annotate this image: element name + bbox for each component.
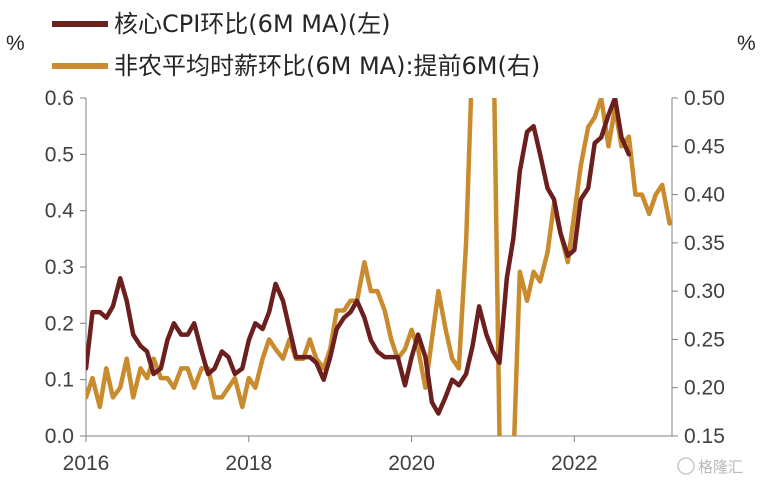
left-tick-label: 0.2 <box>45 312 74 335</box>
right-axis-ticks: 0.15 0.20 0.25 0.30 0.35 0.40 0.45 0.50 <box>672 87 725 448</box>
right-tick-label: 0.45 <box>684 135 725 158</box>
legend-label-core-cpi: 核心CPI环比(6M MA)(左) <box>114 10 391 38</box>
x-tick-label: 2016 <box>63 452 110 475</box>
left-tick-label: 0.1 <box>45 369 74 392</box>
x-axis-ticks: 2016 2018 2020 2022 <box>63 436 598 475</box>
series-line-wages <box>86 98 672 436</box>
right-axis-unit: % <box>737 32 756 55</box>
right-tick-label: 0.20 <box>684 377 725 400</box>
left-tick-label: 0.5 <box>45 143 74 166</box>
left-tick-label: 0.6 <box>45 87 74 110</box>
left-axis-unit: % <box>6 32 25 55</box>
right-tick-label: 0.25 <box>684 328 725 351</box>
right-tick-label: 0.30 <box>684 280 725 303</box>
legend-label-wages: 非农平均时薪环比(6M MA):提前6M(右) <box>114 52 540 80</box>
x-tick-label: 2018 <box>225 452 272 475</box>
left-tick-label: 0.4 <box>45 200 75 223</box>
right-tick-label: 0.50 <box>684 87 725 110</box>
left-tick-label: 0.3 <box>45 256 74 279</box>
left-axis-ticks: 0.0 0.1 0.2 0.3 0.4 0.5 0.6 <box>45 87 86 448</box>
series-line-core-cpi <box>86 98 632 416</box>
right-tick-label: 0.40 <box>684 184 725 207</box>
watermark-text: 格隆汇 <box>698 458 743 476</box>
x-tick-label: 2022 <box>551 452 598 475</box>
left-tick-label: 0.0 <box>45 425 74 448</box>
right-tick-label: 0.15 <box>684 425 725 448</box>
watermark-logo-icon <box>677 457 695 475</box>
watermark: 格隆汇 <box>677 457 743 476</box>
right-tick-label: 0.35 <box>684 232 725 255</box>
x-tick-label: 2020 <box>388 452 435 475</box>
